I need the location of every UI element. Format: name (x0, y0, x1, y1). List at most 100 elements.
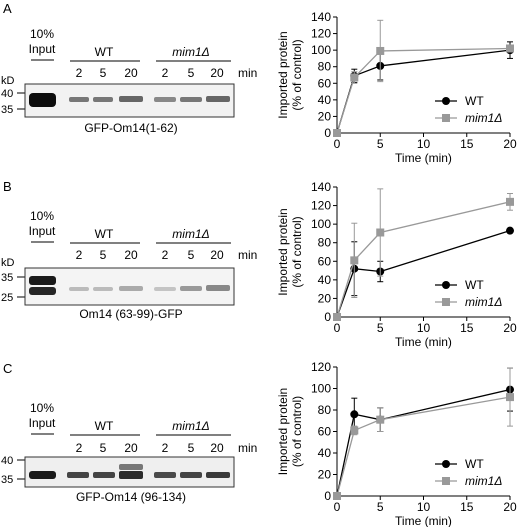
band (93, 97, 113, 102)
data-point (506, 226, 514, 235)
band (93, 472, 115, 478)
lane-label: 5 (188, 441, 195, 455)
data-point (333, 313, 341, 321)
y-tick-label: 0 (324, 126, 331, 140)
data-point (442, 477, 450, 485)
lane-label: 5 (100, 66, 107, 80)
y-tick-label: 100 (311, 382, 331, 396)
y-tick-label: 80 (318, 60, 332, 74)
band (67, 472, 89, 478)
x-tick-label: 15 (460, 500, 474, 514)
band (119, 464, 143, 470)
lane-label: 2 (162, 248, 169, 262)
y-axis-label-line: (% of control) (290, 216, 304, 287)
min-label: min (238, 248, 257, 262)
band-input (29, 93, 56, 107)
x-tick-label: 20 (503, 321, 517, 335)
lane-label: 20 (124, 248, 138, 262)
x-tick-label: 5 (377, 137, 384, 151)
input-label-line1: 10% (30, 209, 54, 223)
input-label-line2: Input (29, 416, 56, 430)
band (154, 472, 176, 478)
band (180, 97, 202, 102)
marker-label: 25 (1, 292, 13, 304)
band (119, 471, 143, 479)
band (206, 472, 230, 478)
legend-label: mim1Δ (465, 474, 502, 488)
construct-label: GFP-Om14 (96-134) (76, 490, 186, 504)
y-tick-label: 60 (318, 76, 332, 90)
x-tick-label: 10 (417, 500, 431, 514)
y-tick-label: 60 (318, 254, 332, 268)
data-point (350, 426, 359, 435)
min-label: min (238, 66, 257, 80)
panel-a: A 10% Input WT mim1Δ 2 5 20 2 5 20 min k… (1, 1, 257, 135)
data-point (350, 256, 359, 265)
data-point (350, 410, 359, 419)
band (69, 287, 89, 291)
y-tick-label: 120 (311, 27, 331, 41)
group-label-wt: WT (95, 419, 114, 433)
y-axis-label-line: Imported protein (276, 208, 290, 295)
input-label-line1: 10% (30, 27, 54, 41)
lane-label: 2 (76, 248, 83, 262)
lane-label: 5 (188, 248, 195, 262)
x-tick-label: 10 (417, 137, 431, 151)
group-label-mim1: mim1Δ (172, 45, 209, 59)
lane-label: 20 (210, 248, 224, 262)
x-tick-label: 15 (460, 137, 474, 151)
band (119, 286, 143, 291)
input-label-line2: Input (29, 224, 56, 238)
group-label-wt: WT (95, 45, 114, 59)
band (119, 96, 143, 102)
band (154, 287, 176, 291)
x-tick-label: 5 (377, 500, 384, 514)
series-line (336, 396, 511, 497)
y-tick-label: 60 (318, 425, 332, 439)
y-tick-label: 0 (324, 310, 331, 324)
panel-letter: B (3, 179, 12, 194)
data-point (376, 415, 385, 424)
lane-label: 20 (210, 66, 224, 80)
y-tick-label: 120 (311, 199, 331, 213)
data-point (442, 97, 450, 105)
chart-c: 0 20 40 60 80 100 120 0 5 10 15 20 Time (min) Importe… (276, 360, 517, 527)
panel-c: C 10% Input WT mim1Δ 2 5 20 2 5 20 min 4… (1, 361, 257, 504)
x-axis-label: Time (min) (395, 151, 452, 165)
band-input (29, 471, 56, 479)
x-axis-label: Time (min) (395, 514, 452, 527)
series-line (336, 230, 511, 318)
band (93, 287, 113, 291)
data-point (442, 298, 450, 306)
band (154, 97, 176, 102)
band (180, 472, 202, 478)
y-tick-label: 100 (311, 217, 331, 231)
data-point (376, 46, 385, 55)
y-tick-label: 140 (311, 10, 331, 24)
y-tick-label: 40 (318, 273, 332, 287)
marker-label: 35 (1, 474, 13, 486)
lane-label: 20 (124, 66, 138, 80)
data-point (506, 197, 514, 206)
group-label-wt: WT (95, 227, 114, 241)
band (206, 285, 230, 291)
band (206, 96, 230, 102)
y-axis-label-line: (% of control) (290, 396, 304, 467)
data-point (506, 393, 514, 402)
data-point (333, 129, 341, 137)
series-line (336, 47, 511, 134)
band-input (29, 287, 56, 295)
input-label-line2: Input (29, 42, 56, 56)
legend-label: WT (465, 457, 484, 471)
min-label: min (238, 441, 257, 455)
y-tick-label: 40 (318, 446, 332, 460)
lane-label: 2 (76, 441, 83, 455)
kd-label: kD (1, 75, 15, 87)
marker-label: 35 (1, 272, 13, 284)
marker-label: 40 (1, 455, 13, 467)
legend-label: WT (465, 278, 484, 292)
group-label-mim1: mim1Δ (172, 227, 209, 241)
y-tick-label: 20 (318, 468, 332, 482)
y-tick-label: 80 (318, 236, 332, 250)
